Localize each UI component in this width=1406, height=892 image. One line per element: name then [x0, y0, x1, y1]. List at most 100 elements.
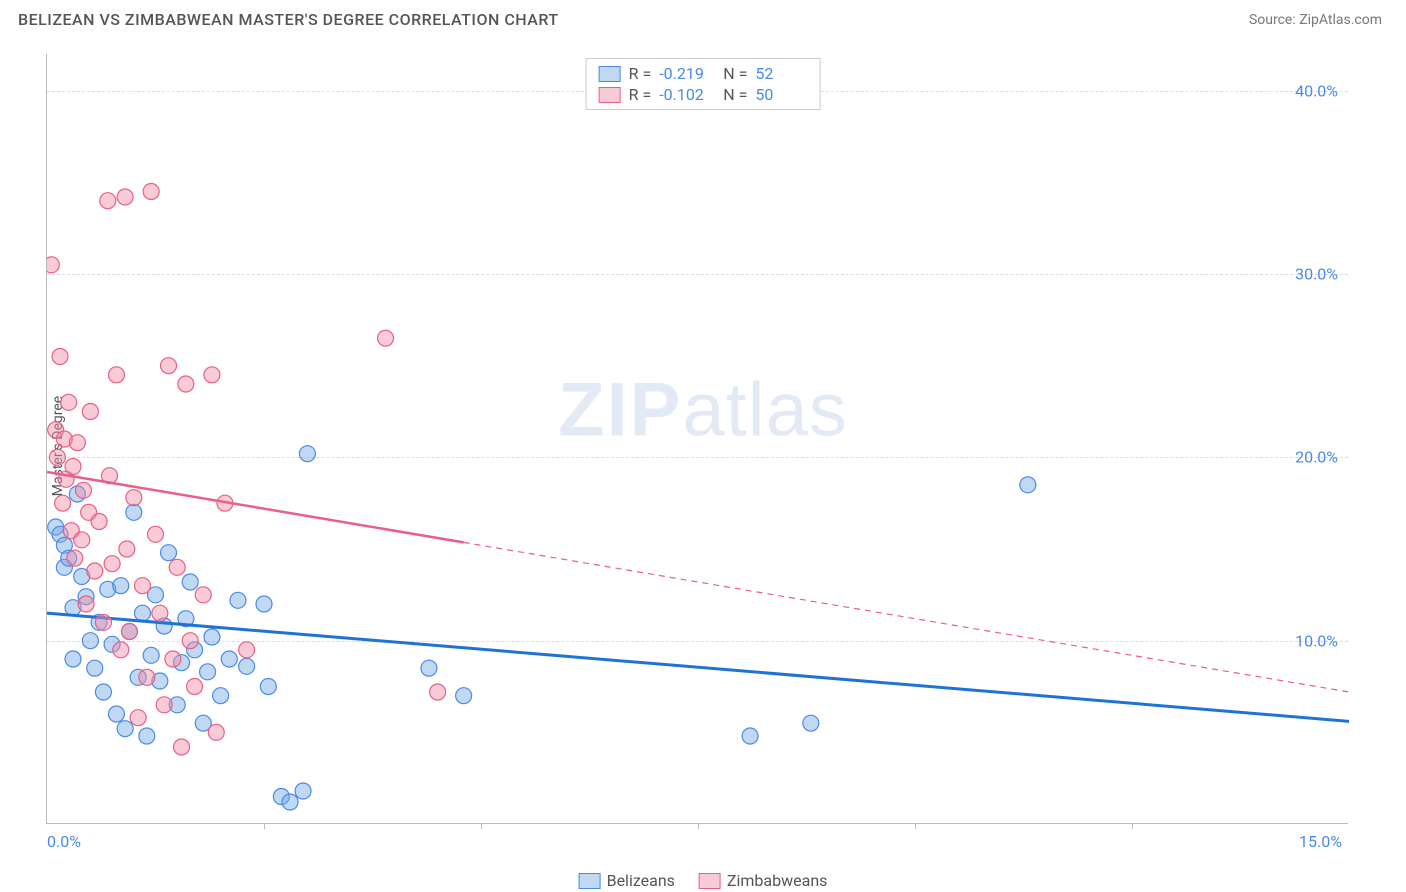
data-point	[742, 728, 758, 744]
data-point	[174, 739, 190, 755]
data-point	[82, 404, 98, 420]
legend-label: Belizeans	[607, 871, 675, 890]
data-point	[134, 605, 150, 621]
data-point	[230, 592, 246, 608]
n-value: 52	[755, 64, 807, 83]
data-point	[113, 578, 129, 594]
swatch-icon	[599, 66, 621, 82]
data-point	[49, 449, 65, 465]
data-point	[67, 550, 83, 566]
data-point	[421, 660, 437, 676]
data-point	[139, 669, 155, 685]
data-point	[239, 642, 255, 658]
legend-label: Zimbabweans	[727, 871, 827, 890]
data-point	[195, 587, 211, 603]
trend-line-dashed	[464, 542, 1349, 692]
data-point	[169, 559, 185, 575]
data-point	[91, 514, 107, 530]
data-point	[75, 482, 91, 498]
n-label: N =	[719, 85, 747, 104]
trend-line	[47, 472, 464, 542]
data-point	[82, 633, 98, 649]
r-label: R =	[629, 64, 652, 83]
data-point	[182, 633, 198, 649]
data-point	[52, 349, 68, 365]
data-point	[378, 330, 394, 346]
r-value: -0.102	[659, 85, 711, 104]
data-point	[121, 624, 137, 640]
r-value: -0.219	[659, 64, 711, 83]
chart-plot-area: 10.0%20.0%30.0%40.0%0.0%15.0%	[46, 54, 1348, 824]
data-point	[108, 706, 124, 722]
data-point	[117, 721, 133, 737]
data-point	[119, 541, 135, 557]
data-point	[456, 688, 472, 704]
data-point	[95, 614, 111, 630]
data-point	[126, 490, 142, 506]
data-point	[113, 642, 129, 658]
data-point	[1020, 477, 1036, 493]
data-point	[282, 794, 298, 810]
data-point	[87, 660, 103, 676]
data-point	[117, 189, 133, 205]
scatter-plot-svg	[47, 54, 1349, 824]
data-point	[221, 651, 237, 667]
data-point	[156, 697, 172, 713]
data-point	[78, 596, 94, 612]
data-point	[47, 257, 59, 273]
data-point	[143, 647, 159, 663]
data-point	[100, 193, 116, 209]
data-point	[108, 367, 124, 383]
swatch-icon	[579, 873, 601, 889]
data-point	[803, 715, 819, 731]
data-point	[204, 629, 220, 645]
data-point	[182, 574, 198, 590]
chart-title: BELIZEAN VS ZIMBABWEAN MASTER'S DEGREE C…	[18, 10, 559, 29]
data-point	[208, 724, 224, 740]
x-tick-label: 15.0%	[1299, 832, 1342, 851]
data-point	[239, 658, 255, 674]
data-point	[95, 684, 111, 700]
legend-item: Zimbabweans	[699, 871, 827, 890]
swatch-icon	[599, 87, 621, 103]
data-point	[213, 688, 229, 704]
n-label: N =	[719, 64, 747, 83]
correlation-stats-box: R = -0.219 N = 52 R = -0.102 N = 50	[586, 58, 821, 110]
series-legend: Belizeans Zimbabweans	[579, 871, 828, 890]
data-point	[130, 710, 146, 726]
r-label: R =	[629, 85, 652, 104]
data-point	[148, 526, 164, 542]
data-point	[139, 728, 155, 744]
data-point	[165, 651, 181, 667]
data-point	[200, 664, 216, 680]
data-point	[143, 184, 159, 200]
data-point	[256, 596, 272, 612]
data-point	[126, 504, 142, 520]
data-point	[104, 556, 120, 572]
data-point	[295, 783, 311, 799]
x-tick-label: 0.0%	[47, 832, 81, 851]
data-point	[187, 679, 203, 695]
data-point	[152, 605, 168, 621]
stats-row: R = -0.219 N = 52	[599, 63, 808, 84]
swatch-icon	[699, 873, 721, 889]
data-point	[204, 367, 220, 383]
data-point	[61, 394, 77, 410]
data-point	[65, 459, 81, 475]
data-point	[55, 495, 71, 511]
data-point	[161, 545, 177, 561]
data-point	[134, 578, 150, 594]
source-label: Source: ZipAtlas.com	[1249, 12, 1382, 28]
data-point	[161, 358, 177, 374]
data-point	[178, 376, 194, 392]
stats-row: R = -0.102 N = 50	[599, 84, 808, 105]
chart-header: BELIZEAN VS ZIMBABWEAN MASTER'S DEGREE C…	[0, 0, 1406, 35]
n-value: 50	[755, 85, 807, 104]
data-point	[430, 684, 446, 700]
data-point	[69, 435, 85, 451]
data-point	[74, 532, 90, 548]
legend-item: Belizeans	[579, 871, 675, 890]
data-point	[87, 563, 103, 579]
data-point	[65, 651, 81, 667]
data-point	[260, 679, 276, 695]
